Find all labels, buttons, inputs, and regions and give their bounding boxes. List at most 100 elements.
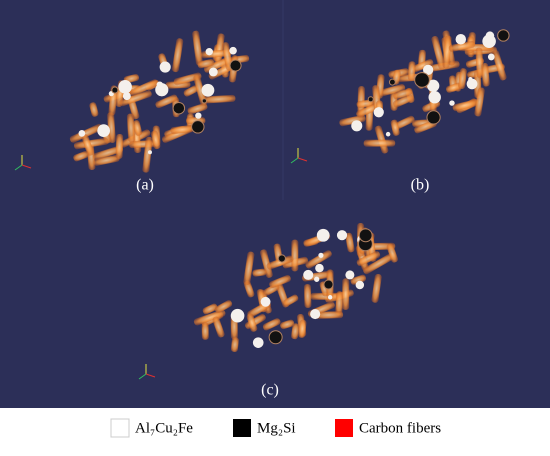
particle-al7cu2fe (316, 228, 330, 242)
particle-mg2si (201, 98, 207, 104)
particle-mg2si (229, 59, 242, 72)
fiber (386, 243, 398, 263)
particle-al7cu2fe (318, 252, 324, 258)
particle-al7cu2fe (449, 100, 455, 106)
fiber (492, 50, 507, 81)
fiber (266, 255, 294, 270)
legend-label: Al₇Cu₂Fe (135, 420, 193, 436)
particle-al7cu2fe (122, 92, 131, 101)
particle-al7cu2fe (97, 124, 111, 138)
fiber (342, 278, 350, 310)
fiber (187, 103, 208, 115)
fiber (303, 284, 312, 308)
fiber (407, 61, 416, 81)
fiber (115, 133, 124, 159)
particle-al7cu2fe (159, 61, 171, 73)
particle-mg2si (367, 96, 374, 103)
particle-al7cu2fe (336, 230, 348, 241)
fiber (132, 120, 143, 136)
particle-al7cu2fe (310, 309, 321, 320)
fiber (119, 90, 152, 107)
fiber (151, 130, 161, 150)
legend-label: Carbon fibers (359, 420, 441, 436)
legend-swatch (233, 419, 251, 437)
particle-al7cu2fe (78, 130, 86, 137)
fiber (393, 94, 414, 108)
fiber (129, 79, 159, 96)
fiber (193, 309, 226, 326)
fiber (314, 311, 344, 319)
fiber (291, 239, 299, 272)
particle-al7cu2fe (260, 296, 271, 307)
fiber (291, 323, 300, 340)
fiber (243, 251, 255, 285)
particle-al7cu2fe (432, 83, 438, 89)
particle-al7cu2fe (355, 280, 365, 290)
fiber (431, 36, 446, 70)
fiber (442, 35, 452, 69)
particle-mg2si (268, 330, 283, 345)
legend-swatch (110, 418, 130, 438)
particle-al7cu2fe (487, 53, 495, 61)
fiber (371, 273, 382, 303)
fiber (246, 313, 258, 332)
fiber (243, 280, 255, 298)
fiber (446, 82, 462, 93)
renderings (69, 29, 510, 353)
particle-al7cu2fe (428, 90, 441, 104)
particle-al7cu2fe (327, 295, 333, 300)
fiber (363, 139, 396, 147)
fiber (379, 84, 406, 97)
fiber (69, 123, 103, 143)
particle-al7cu2fe (229, 46, 237, 55)
fiber (335, 291, 344, 315)
fiber (212, 316, 225, 338)
particle-al7cu2fe (118, 80, 132, 94)
fiber (81, 134, 94, 156)
fiber (280, 319, 295, 330)
fiber (283, 294, 299, 307)
panel-label: (a) (136, 177, 154, 194)
fiber (183, 85, 199, 97)
fiber (363, 252, 396, 275)
particle-al7cu2fe (195, 112, 202, 119)
fiber (260, 249, 273, 278)
particle-al7cu2fe (466, 78, 478, 90)
particle-mg2si (358, 228, 373, 243)
fiber (452, 99, 477, 112)
fiber (474, 87, 485, 117)
particle-al7cu2fe (351, 120, 363, 132)
fiber (171, 38, 184, 73)
legend-swatch (335, 419, 353, 437)
particle-mg2si (191, 120, 205, 134)
fiber (155, 94, 178, 109)
panel-label: (b) (411, 177, 430, 194)
particle-mg2si (497, 29, 510, 42)
fiber (193, 74, 208, 106)
particle-mg2si (277, 254, 286, 263)
particle-al7cu2fe (345, 270, 355, 280)
fiber (269, 275, 291, 289)
particle-al7cu2fe (201, 83, 215, 97)
fiber (73, 151, 89, 162)
fiber (481, 62, 490, 87)
axis-triad (14, 148, 308, 380)
fiber (73, 137, 109, 150)
panel-label: (c) (261, 382, 279, 399)
particle-al7cu2fe (314, 276, 320, 282)
fiber (201, 94, 236, 104)
particle-mg2si (426, 110, 441, 125)
fiber (458, 68, 467, 89)
particle-mg2si (388, 78, 396, 86)
fiber (230, 337, 239, 353)
fiber (89, 102, 99, 117)
fiber (262, 318, 281, 331)
particle-al7cu2fe (455, 34, 467, 45)
particle-al7cu2fe (252, 337, 264, 348)
fiber (448, 40, 476, 52)
fiber (345, 232, 355, 253)
fiber (192, 30, 203, 66)
particle-al7cu2fe (205, 48, 213, 56)
particle-al7cu2fe (422, 64, 434, 75)
